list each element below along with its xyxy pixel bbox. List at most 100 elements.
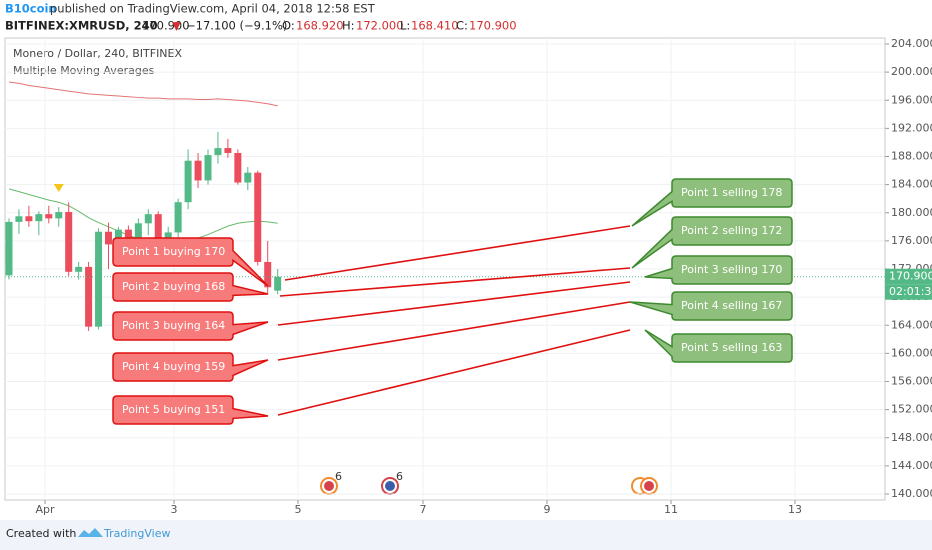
- candle-body: [85, 266, 93, 327]
- y-tick-label: 196.000: [891, 93, 932, 106]
- candle-body: [224, 148, 232, 153]
- callout-box: [112, 311, 269, 341]
- callout-box: [112, 237, 269, 287]
- high-value: 172.000: [356, 19, 404, 33]
- callout-label: Point 4 selling 167: [681, 299, 782, 312]
- y-tick-label: 156.000: [891, 375, 932, 388]
- y-tick-label: 148.000: [891, 431, 932, 444]
- grid: [5, 38, 885, 500]
- footer-brand[interactable]: TradingView: [103, 527, 170, 540]
- candle-body: [105, 231, 112, 245]
- last-price-box: [885, 268, 932, 285]
- candle-body: [154, 214, 162, 239]
- annotation-line: [279, 267, 631, 297]
- y-tick-label: 200.000: [891, 65, 932, 78]
- candle-body: [95, 231, 103, 327]
- close-label: C:: [456, 19, 468, 33]
- footer-bar: [0, 520, 932, 550]
- x-tick-label: 11: [664, 503, 678, 516]
- callout-label: Point 3 selling 170: [681, 263, 782, 276]
- event-count: 6: [335, 470, 342, 483]
- legend-study: Multiple Moving Averages: [13, 64, 155, 77]
- candle-body: [204, 155, 212, 181]
- candle-body: [134, 223, 142, 240]
- last-price-label: 170.900: [889, 270, 932, 283]
- low-value: 168.410: [411, 19, 459, 33]
- y-tick-label: 188.000: [891, 150, 932, 163]
- moving-average: [8, 81, 278, 107]
- candle-body: [264, 261, 272, 288]
- candle-body: [5, 221, 13, 276]
- y-tick-label: 140.000: [891, 487, 932, 500]
- y-tick-label: 180.000: [891, 206, 932, 219]
- y-tick-label: 204.000: [891, 37, 932, 50]
- y-tick-label: 152.000: [891, 403, 932, 416]
- candle-body: [45, 214, 53, 219]
- symbol: BITFINEX:XMRUSD, 240: [5, 19, 158, 33]
- x-tick-label: 5: [295, 503, 302, 516]
- callout-box: [629, 291, 793, 321]
- callout-label: Point 3 buying 164: [122, 319, 225, 332]
- candle-body: [274, 276, 282, 291]
- annotation-line: [284, 225, 631, 281]
- callout-box: [112, 352, 269, 382]
- high-label: H:: [342, 19, 355, 33]
- callout-label: Point 1 buying 170: [122, 245, 225, 258]
- y-tick-label: 192.000: [891, 121, 932, 134]
- callout-box: [112, 272, 269, 302]
- countdown: 02:01:34: [889, 285, 932, 298]
- candle-body: [234, 152, 242, 183]
- callout-label: Point 2 selling 172: [681, 224, 782, 237]
- annotation-line: [277, 329, 631, 416]
- open-label: O:: [282, 19, 295, 33]
- y-tick-label: 144.000: [891, 459, 932, 472]
- candle-body: [174, 202, 182, 233]
- open-value: 168.920: [296, 19, 344, 33]
- last-price: 170.900: [142, 19, 190, 33]
- candle-body: [194, 160, 202, 181]
- candle-body: [65, 212, 73, 272]
- x-tick-label: Apr: [35, 503, 55, 516]
- callout-box: [631, 178, 793, 227]
- candle-body: [75, 266, 83, 272]
- legend-instrument: Monero / Dollar, 240, BITFINEX: [13, 47, 182, 60]
- down-arrow: ▼: [172, 19, 181, 33]
- candle-body: [15, 216, 23, 222]
- signal-marker: [53, 184, 64, 192]
- author[interactable]: B10coin: [5, 2, 57, 16]
- candle-body: [25, 216, 33, 222]
- footer-created: Created with: [6, 527, 76, 540]
- candle-body: [114, 229, 122, 245]
- candle-body: [184, 160, 192, 203]
- y-tick-label: 176.000: [891, 234, 932, 247]
- callout-label: Point 5 buying 151: [122, 403, 225, 416]
- x-tick-label: 9: [544, 503, 551, 516]
- low-label: L:: [400, 19, 410, 33]
- event-count: 6: [396, 470, 403, 483]
- x-tick-label: 7: [420, 503, 427, 516]
- close-value: 170.900: [469, 19, 517, 33]
- change: −17.100 (−9.1%): [186, 19, 287, 33]
- candle-body: [35, 214, 43, 222]
- x-tick-label: 13: [788, 503, 802, 516]
- annotation-line: [277, 281, 631, 326]
- annotation-line: [277, 301, 631, 361]
- callout-box: [631, 216, 793, 269]
- callout-label: Point 4 buying 159: [122, 360, 225, 373]
- candle-body: [254, 172, 262, 262]
- y-tick-label: 160.000: [891, 346, 932, 359]
- candle-body: [244, 172, 252, 183]
- y-tick-label: 184.000: [891, 178, 932, 191]
- callout-box: [644, 329, 793, 363]
- candle-body: [144, 214, 152, 224]
- candle-body: [124, 229, 132, 240]
- y-tick-label: 164.000: [891, 318, 932, 331]
- published: published on TradingView.com, April 04, …: [50, 2, 376, 16]
- x-tick-label: 3: [171, 503, 178, 516]
- candle-body: [214, 148, 222, 156]
- callout-label: Point 2 buying 168: [122, 280, 225, 293]
- brand-logo: [78, 528, 103, 537]
- callout-label: Point 5 selling 163: [681, 341, 782, 354]
